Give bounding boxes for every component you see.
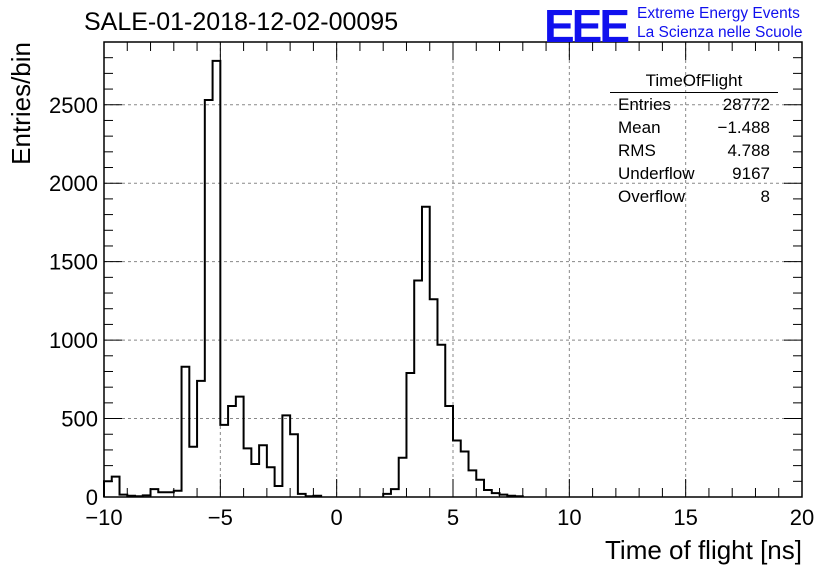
histogram-bin xyxy=(104,481,112,497)
stats-title: TimeOfFlight xyxy=(610,70,778,93)
histogram-bin xyxy=(406,373,414,497)
stats-label: Overflow xyxy=(618,187,686,206)
y-axis-label: Entries/bin xyxy=(6,42,36,165)
stats-value: −1.488 xyxy=(717,118,770,137)
y-tick-label: 1500 xyxy=(49,250,98,275)
stats-label: Entries xyxy=(618,95,671,114)
histogram-bin xyxy=(290,434,298,497)
y-tick-label: 2000 xyxy=(49,171,98,196)
histogram-bin xyxy=(275,486,283,497)
x-tick-label: 5 xyxy=(447,505,459,530)
x-axis-label: Time of flight [ns] xyxy=(605,535,802,565)
stats-row-rms: RMS 4.788 xyxy=(610,139,778,162)
stats-value: 4.788 xyxy=(727,141,770,160)
histogram-series xyxy=(103,59,524,498)
x-tick-label: 0 xyxy=(331,505,343,530)
histogram-bin xyxy=(422,207,430,497)
histogram-bin xyxy=(484,490,492,497)
histogram-bin xyxy=(236,397,244,497)
histogram-bin xyxy=(112,477,120,497)
histogram-bin xyxy=(430,299,438,497)
histogram-bin xyxy=(282,415,290,497)
histogram-bin xyxy=(220,425,228,497)
histogram-bin xyxy=(461,452,469,498)
histogram-bin xyxy=(228,406,236,497)
stats-value: 28772 xyxy=(722,95,770,114)
logo-caption: Extreme Energy Events La Scienza nelle S… xyxy=(637,4,802,42)
histogram-bin xyxy=(244,448,252,497)
histogram-bin xyxy=(476,480,484,497)
x-tick-label: −5 xyxy=(208,505,233,530)
stats-row-mean: Mean −1.488 xyxy=(610,116,778,139)
stats-value: 8 xyxy=(760,187,770,206)
x-tick-label: 20 xyxy=(790,505,814,530)
histogram-bin xyxy=(197,381,205,497)
histogram-bin xyxy=(391,489,399,497)
histogram-bin xyxy=(251,464,259,497)
x-tick-label: −10 xyxy=(85,505,122,530)
eee-logo: EEE xyxy=(544,0,630,52)
logo-line-1: Extreme Energy Events xyxy=(637,5,800,22)
histogram-bin xyxy=(453,441,461,497)
logo-line-2: La Scienza nelle Scuole xyxy=(637,24,803,41)
y-tick-label: 500 xyxy=(61,407,98,432)
stats-row-entries: Entries 28772 xyxy=(610,93,778,116)
stats-label: Underflow xyxy=(618,164,695,183)
stats-value: 9167 xyxy=(732,164,770,183)
histogram-bin xyxy=(399,458,407,497)
stats-row-underflow: Underflow 9167 xyxy=(610,162,778,185)
histogram-bin xyxy=(259,445,267,497)
histogram-bin xyxy=(469,470,477,497)
histogram-bin xyxy=(205,100,213,497)
histogram-bin xyxy=(213,61,221,497)
y-tick-label: 1000 xyxy=(49,328,98,353)
plot-frame xyxy=(103,41,803,498)
histogram-bin xyxy=(267,467,275,497)
histogram-bin xyxy=(437,345,445,497)
y-tick-label: 0 xyxy=(86,485,98,510)
histogram-bin xyxy=(182,367,190,497)
stats-label: Mean xyxy=(618,118,661,137)
histogram-bin xyxy=(151,489,159,497)
stats-row-overflow: Overflow 8 xyxy=(610,185,778,208)
stats-label: RMS xyxy=(618,141,656,160)
x-tick-label: 15 xyxy=(673,505,697,530)
y-tick-label: 2500 xyxy=(49,93,98,118)
x-tick-label: 10 xyxy=(557,505,581,530)
chart-title: SALE-01-2018-12-02-00095 xyxy=(84,8,399,36)
stats-box: TimeOfFlight Entries 28772 Mean −1.488 R… xyxy=(610,70,778,208)
histogram-bin xyxy=(189,447,197,497)
histogram-bin xyxy=(414,280,422,497)
histogram-bin xyxy=(445,406,453,497)
